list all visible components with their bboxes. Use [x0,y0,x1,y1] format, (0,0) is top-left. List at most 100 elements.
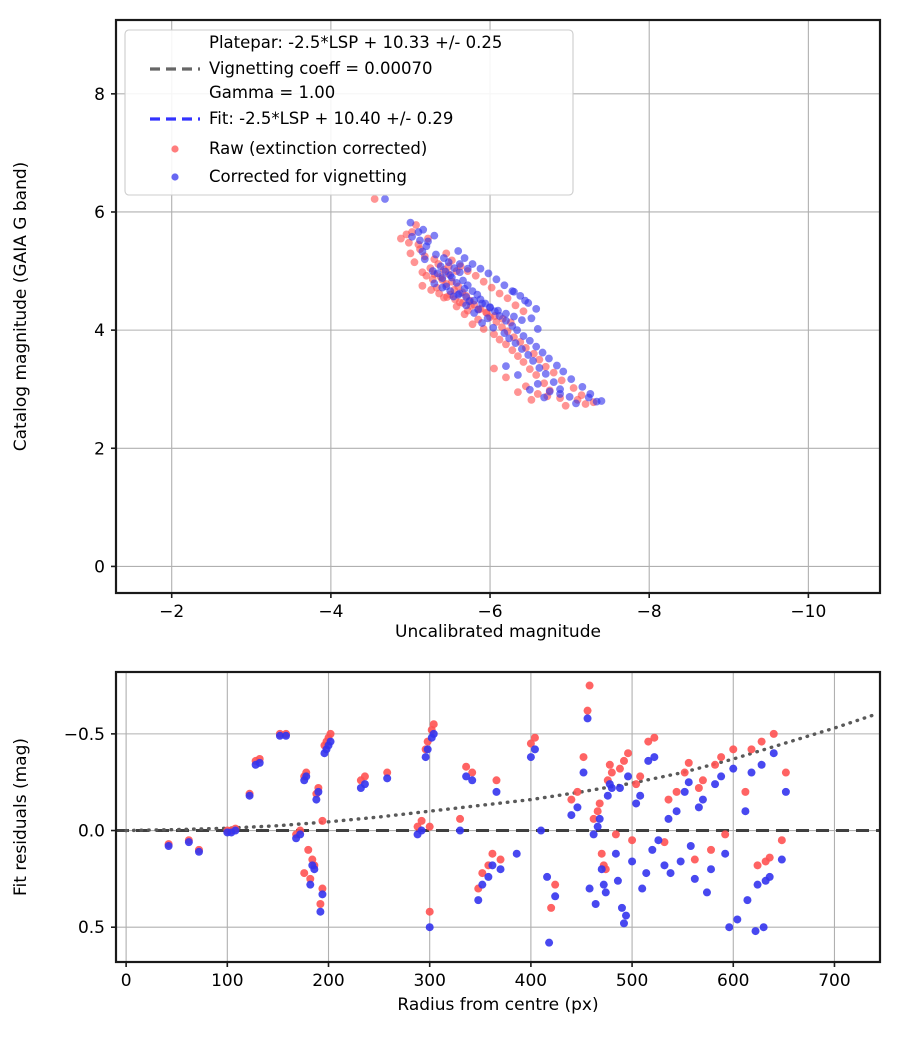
data-point [438,274,447,283]
data-point [406,249,415,258]
data-point [711,780,720,789]
data-point [503,294,512,303]
x-tick-label: −2 [159,602,184,622]
data-point [316,900,325,908]
x-tick-label: 0 [121,971,132,991]
data-point [463,264,472,273]
data-point [729,764,738,773]
data-point [541,369,550,378]
legend-entry-label: Platepar: -2.5*LSP + 10.33 +/- 0.25 [209,33,502,52]
data-point [454,290,463,299]
data-point [585,884,594,893]
data-point [484,872,493,881]
data-point [419,225,428,234]
data-point [510,287,518,296]
data-point [479,325,488,333]
data-point [404,238,413,247]
data-point [611,849,620,858]
data-point [530,745,539,754]
data-point [478,319,486,327]
legend-entry-label: Corrected for vignetting [209,167,407,186]
data-point [423,745,432,754]
data-point [711,760,720,769]
data-point [406,218,415,227]
data-point [533,325,542,333]
data-point [583,714,592,723]
data-point [769,749,778,758]
plot-area [370,195,606,410]
data-point [540,393,549,402]
data-point [494,306,502,315]
data-point [245,791,254,800]
data-point [664,814,673,823]
data-point [538,348,547,357]
data-point [525,365,534,374]
data-point [511,339,520,348]
data-point [383,768,392,777]
y-tick-label: 0.5 [78,918,105,938]
data-point [496,855,505,864]
data-point [478,880,487,889]
data-point [533,390,542,398]
data-point [370,195,379,203]
data-point [717,753,726,762]
plot-area [116,681,880,947]
data-point [613,876,622,885]
data-point [456,826,465,835]
data-point [421,753,430,762]
data-point [526,739,535,748]
data-point [514,352,522,361]
data-point [698,795,707,804]
data-point [471,271,480,280]
data-point [460,310,469,319]
data-point [312,795,321,804]
data-point [690,855,699,864]
data-point [300,869,309,878]
data-point [593,822,602,831]
x-tick-label: 700 [818,971,850,991]
data-point [433,269,442,278]
data-point [765,872,774,881]
axes-frame [114,670,882,964]
legend-background [124,29,574,196]
data-point [488,849,497,858]
data-point [759,923,768,932]
data-point [605,760,614,769]
data-point [654,836,663,845]
data-point [476,264,485,273]
data-point [416,236,424,245]
data-point [427,286,436,294]
data-point [511,301,520,310]
panel-photometric-calibration: −2 −4 −6 −8 −10 0 2 4 6 8 Uncalibrated magnitude Ca… [11,18,882,642]
data-point [753,880,762,889]
vignetting-model-line [124,712,877,833]
data-point [488,861,497,870]
data-point [526,753,535,762]
data-point [519,332,528,340]
data-point [680,768,689,777]
data-point [425,907,434,916]
x-tick-label: −8 [637,602,662,622]
data-point [589,814,598,823]
data-point [500,281,509,290]
data-point [460,254,469,262]
data-point [516,291,525,300]
data-point [492,776,501,785]
data-point [747,745,756,754]
data-point [408,232,416,241]
data-point [543,872,552,881]
data-point [513,326,521,335]
data-point [519,358,528,366]
data-point [545,354,553,363]
data-point [517,345,526,353]
data-point [478,299,486,308]
data-point [425,923,434,932]
data-point [318,816,327,825]
data-point [462,293,471,301]
data-point [751,927,760,936]
data-point [443,293,451,301]
data-point [517,316,526,324]
data-point [417,816,426,825]
data-point [572,399,580,408]
data-point [757,760,766,769]
